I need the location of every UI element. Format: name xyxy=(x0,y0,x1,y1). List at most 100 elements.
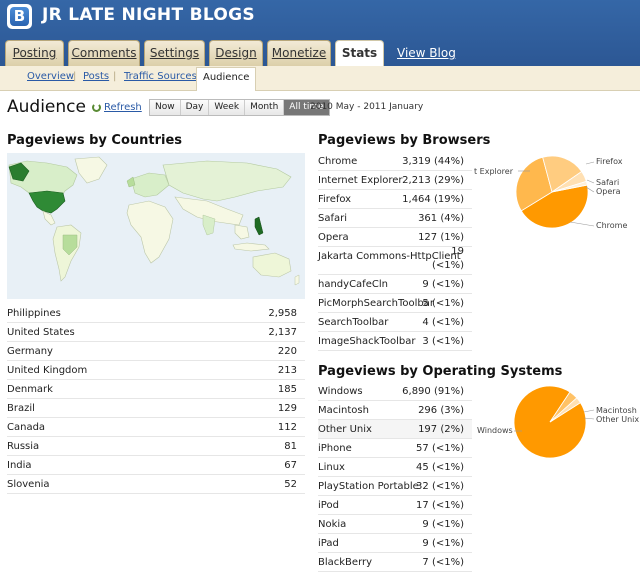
os-name: iPhone xyxy=(318,443,352,454)
subtab-overview[interactable]: Overview xyxy=(27,71,75,82)
pie-label-firefox: Firefox xyxy=(596,157,623,166)
countries-table: Philippines 2,958 United States 2,137 Germ… xyxy=(7,304,305,494)
pie-label-internet-explorer: t Explorer xyxy=(474,167,513,176)
refresh-link[interactable]: Refresh xyxy=(104,102,142,113)
country-name: Germany xyxy=(7,346,53,357)
country-value: 129 xyxy=(277,403,297,414)
range-month[interactable]: Month xyxy=(245,100,285,115)
os-value: 197 (2%) xyxy=(418,424,464,435)
tab-monetize[interactable]: Monetize xyxy=(267,40,331,66)
os-name: Linux xyxy=(318,462,345,473)
table-row: iPhone 57 (<1%) xyxy=(318,439,472,458)
refresh-icon[interactable] xyxy=(92,103,101,112)
browser-value: 127 (1%) xyxy=(418,232,464,243)
range-all-time[interactable]: All time xyxy=(284,100,329,115)
os-name: Other Unix xyxy=(318,424,372,435)
country-value: 185 xyxy=(277,384,297,395)
os-name: Nokia xyxy=(318,519,347,530)
tab-settings[interactable]: Settings xyxy=(144,40,205,66)
country-name: Slovenia xyxy=(7,479,50,490)
table-row: iPod 17 (<1%) xyxy=(318,496,472,515)
country-value: 220 xyxy=(277,346,297,357)
pie-slice-firefox xyxy=(542,155,583,193)
browsers-pie-slices xyxy=(515,155,589,229)
table-row: Other Unix 197 (2%) xyxy=(318,420,472,439)
table-row: Russia 81 xyxy=(7,437,305,456)
browser-name: ImageShackToolbar xyxy=(318,336,416,347)
browser-name: PicMorphSearchToolbar xyxy=(318,298,434,309)
table-row: BlackBerry 7 (<1%) xyxy=(318,553,472,572)
country-value: 67 xyxy=(284,460,297,471)
browser-name: Safari xyxy=(318,213,348,224)
country-value: 52 xyxy=(284,479,297,490)
table-row: Philippines 2,958 xyxy=(7,304,305,323)
table-row: Brazil 129 xyxy=(7,399,305,418)
table-row: ImageShackToolbar 3 (<1%) xyxy=(318,332,472,351)
tab-design[interactable]: Design xyxy=(209,40,263,66)
country-name: Canada xyxy=(7,422,46,433)
browser-name: Opera xyxy=(318,232,349,243)
browser-value: 5 (<1%) xyxy=(422,298,464,309)
tab-stats[interactable]: Stats xyxy=(335,40,384,67)
os-value: 296 (3%) xyxy=(418,405,464,416)
tab-comments[interactable]: Comments xyxy=(68,40,140,66)
range-day[interactable]: Day xyxy=(180,100,210,115)
browser-name: Jakarta Commons-HttpClient xyxy=(318,251,461,262)
table-row: PicMorphSearchToolbar 5 (<1%) xyxy=(318,294,472,313)
tab-posting[interactable]: Posting xyxy=(5,40,64,66)
date-range-text: 2010 May - 2011 January xyxy=(310,102,424,112)
leader-line xyxy=(569,221,595,227)
table-row: India 67 xyxy=(7,456,305,475)
pie-label-macintosh: Macintosh xyxy=(596,406,637,415)
browser-name: Internet Explorer xyxy=(318,175,403,186)
browser-name: handyCafeCln xyxy=(318,279,388,290)
country-name: Brazil xyxy=(7,403,35,414)
table-row: United Kingdom 213 xyxy=(7,361,305,380)
browser-name: SearchToolbar xyxy=(318,317,389,328)
country-name: India xyxy=(7,460,32,471)
pie-label-safari: Safari xyxy=(596,178,620,187)
browser-value: 19 xyxy=(451,246,464,257)
leader-line xyxy=(585,161,595,165)
view-blog-link[interactable]: View Blog xyxy=(397,46,456,60)
os-value: 57 (<1%) xyxy=(416,443,464,454)
world-map xyxy=(7,153,305,299)
table-row: Denmark 185 xyxy=(7,380,305,399)
table-row: iPad 9 (<1%) xyxy=(318,534,472,553)
browsers-title: Pageviews by Browsers xyxy=(318,133,491,148)
os-name: Macintosh xyxy=(318,405,369,416)
table-row: Opera 127 (1%) xyxy=(318,228,472,247)
country-name: United Kingdom xyxy=(7,365,88,376)
time-range-selector: Now Day Week Month All time xyxy=(149,99,330,116)
subtab-posts[interactable]: Posts xyxy=(83,71,110,82)
page-title: Audience xyxy=(7,97,86,117)
table-row: Internet Explorer 2,213 (29%) xyxy=(318,171,472,190)
blogger-logo-icon[interactable]: B xyxy=(7,4,32,29)
range-week[interactable]: Week xyxy=(209,100,246,115)
range-now[interactable]: Now xyxy=(150,100,181,115)
table-row: Chrome 3,319 (44%) xyxy=(318,152,472,171)
browsers-pie-chart xyxy=(515,155,595,229)
browser-value: 2,213 (29%) xyxy=(402,175,464,186)
pie-slice-internet-explorer xyxy=(515,156,553,212)
pie-label-opera: Opera xyxy=(596,187,621,196)
country-name: Russia xyxy=(7,441,40,452)
country-name: Philippines xyxy=(7,308,61,319)
os-table: Windows 6,890 (91%) Macintosh 296 (3%) Oth… xyxy=(318,382,472,572)
subnav-separator: | xyxy=(73,71,77,82)
browser-value: 9 (<1%) xyxy=(422,279,464,290)
table-row: Canada 112 xyxy=(7,418,305,437)
browser-name: Firefox xyxy=(318,194,352,205)
table-row: United States 2,137 xyxy=(7,323,305,342)
subtab-audience[interactable]: Audience xyxy=(196,67,257,91)
os-value: 9 (<1%) xyxy=(422,519,464,530)
subtab-traffic-sources[interactable]: Traffic Sources xyxy=(124,71,197,82)
pie-slice-opera xyxy=(551,180,588,193)
blog-title: JR LATE NIGHT BLOGS xyxy=(42,5,255,25)
leader-line xyxy=(583,409,595,413)
table-row: Macintosh 296 (3%) xyxy=(318,401,472,420)
table-row: Jakarta Commons-HttpClient 19 (<1%) xyxy=(318,246,472,275)
browser-value: 1,464 (19%) xyxy=(402,194,464,205)
browser-value: 3 (<1%) xyxy=(422,336,464,347)
pie-label-chrome: Chrome xyxy=(596,221,628,230)
